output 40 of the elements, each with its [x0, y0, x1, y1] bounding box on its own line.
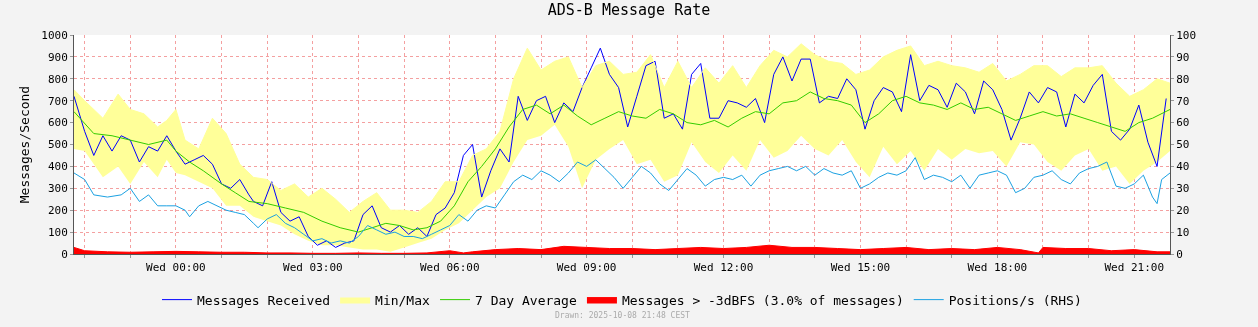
- y-axis-title: Messages/Second: [17, 85, 33, 204]
- y-tick-label: 700: [47, 94, 68, 108]
- x-tick-label: Wed 15:00: [830, 261, 891, 275]
- x-tick-label: Wed 21:00: [1104, 261, 1165, 275]
- y2-tick-label: 80: [1176, 72, 1190, 86]
- y-tick-label: 600: [47, 116, 68, 130]
- y2-tick-label: 50: [1176, 138, 1190, 152]
- y-tick-label: 100: [47, 225, 68, 239]
- y2-tick-label: 20: [1176, 204, 1190, 218]
- y2-tick-label: 0: [1176, 247, 1183, 261]
- y-tick-label: 400: [47, 160, 68, 174]
- x-tick-label: Wed 09:00: [556, 261, 617, 275]
- legend-label: 7 Day Average: [475, 292, 577, 308]
- y-tick-label: 0: [61, 247, 68, 261]
- legend-label: Min/Max: [375, 292, 431, 308]
- x-tick-label: Wed 12:00: [693, 261, 754, 275]
- y2-tick-label: 10: [1176, 225, 1190, 239]
- x-tick-label: Wed 00:00: [146, 261, 206, 275]
- y-tick-label: 300: [47, 182, 68, 196]
- y-tick-label: 900: [47, 50, 68, 64]
- y2-tick-label: 40: [1176, 160, 1190, 174]
- y-tick-label: 500: [47, 138, 68, 152]
- line-series: [74, 91, 1170, 233]
- legend-label: Messages > -3dBFS (3.0% of messages): [621, 292, 904, 308]
- x-tick-label: Wed 06:00: [419, 261, 480, 275]
- y-tick-label: 200: [47, 204, 68, 218]
- x-tick-label: Wed 18:00: [967, 261, 1028, 275]
- legend-label: Positions/s (RHS): [948, 292, 1082, 308]
- y2-tick-label: 30: [1176, 182, 1190, 196]
- x-tick-label: Wed 03:00: [283, 261, 343, 275]
- legend-label: Messages Received: [197, 292, 331, 308]
- text: Drawn: 2025-10-08 21:48 CEST: [555, 311, 691, 320]
- y2-tick-label: 70: [1176, 94, 1190, 108]
- y2-tick-label: 60: [1176, 116, 1190, 130]
- y-tick-label: 1000: [41, 28, 68, 42]
- y2-tick-label: 100: [1176, 28, 1197, 42]
- line-series: [74, 157, 1170, 244]
- y-tick-label: 800: [47, 72, 68, 86]
- y2-tick-label: 90: [1176, 50, 1190, 64]
- chart-title: ADS-B Message Rate: [547, 1, 711, 20]
